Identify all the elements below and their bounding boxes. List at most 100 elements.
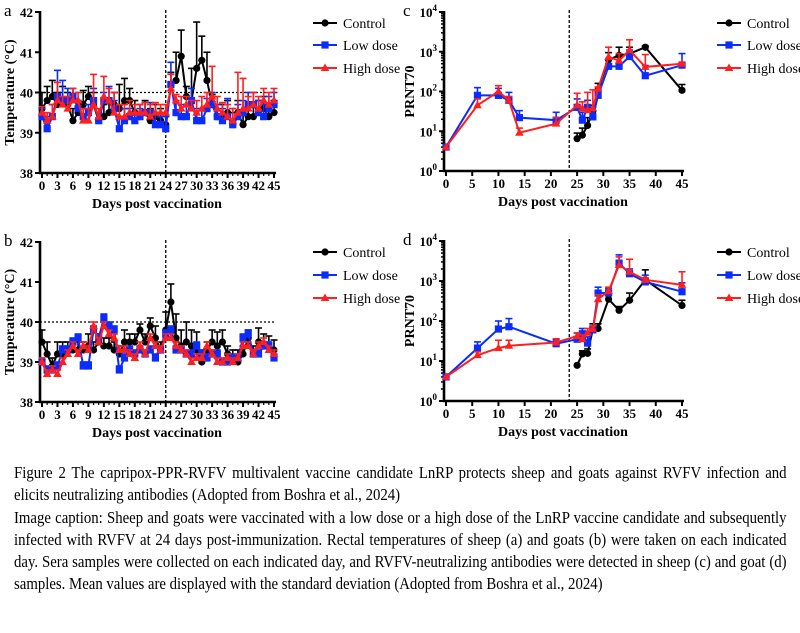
data-point	[615, 62, 623, 70]
data-point	[269, 349, 279, 357]
data-point	[109, 108, 119, 116]
data-point	[151, 354, 160, 362]
y-axis-label: Temperature (°C)	[3, 269, 18, 376]
data-point	[156, 121, 165, 129]
y-axis-label: Temperature (°C)	[3, 39, 18, 146]
x-axis-label: Days post vaccination	[92, 197, 222, 212]
data-point	[59, 346, 67, 354]
x-tick-label: 9	[85, 407, 92, 422]
data-point	[218, 338, 227, 346]
data-point	[239, 334, 247, 342]
x-tick-label: 40	[649, 406, 662, 421]
x-tick-label: 36	[221, 178, 235, 193]
data-point	[243, 104, 253, 112]
data-point	[213, 350, 221, 358]
data-point	[213, 342, 221, 350]
legend-label: Control	[343, 17, 386, 32]
data-point	[615, 306, 623, 314]
data-point	[136, 346, 144, 354]
legend-entry: Control	[717, 17, 790, 32]
data-point	[94, 112, 104, 120]
data-point	[120, 112, 129, 120]
data-point	[239, 121, 247, 129]
data-point	[166, 333, 176, 341]
x-tick-label: 10	[492, 176, 505, 191]
data-point	[198, 117, 206, 125]
data-point	[224, 358, 232, 366]
legend-entry: Low dose	[717, 269, 800, 284]
data-point	[259, 96, 268, 104]
data-point	[146, 322, 154, 330]
data-point	[249, 349, 258, 357]
x-tick-label: 33	[206, 407, 220, 422]
y-tick-label: 102	[420, 83, 438, 100]
data-point	[677, 59, 687, 67]
data-point	[223, 353, 232, 361]
legend-entry: Control	[313, 17, 386, 32]
legend-entry: Low dose	[313, 269, 398, 284]
figure-caption: Figure 2 The capripox-PPR-RVFV multivale…	[14, 462, 787, 596]
series-high-dose	[441, 38, 687, 151]
data-point	[120, 354, 129, 362]
x-tick-label: 0	[39, 178, 46, 193]
data-point	[53, 96, 62, 104]
data-point	[244, 330, 252, 338]
data-point	[584, 349, 592, 357]
data-point	[573, 135, 581, 143]
panel-letter: c	[403, 1, 411, 20]
legend-marker	[724, 293, 734, 301]
legend-marker	[320, 63, 330, 71]
data-point	[504, 341, 514, 349]
x-tick-label: 24	[159, 407, 173, 422]
x-tick-label: 36	[221, 407, 235, 422]
data-point	[223, 112, 232, 120]
data-point	[140, 108, 150, 116]
legend-label: High dose	[747, 62, 800, 77]
data-point	[588, 103, 598, 112]
data-point	[105, 322, 113, 330]
data-point	[494, 343, 503, 352]
data-point	[115, 366, 123, 374]
y-tick-label: 100	[420, 392, 438, 409]
legend-entry: High dose	[313, 62, 400, 77]
data-point	[171, 96, 181, 104]
legend-entry: Control	[313, 246, 386, 261]
data-point	[182, 349, 191, 357]
data-point	[578, 116, 586, 124]
data-point	[193, 117, 201, 125]
data-point	[260, 342, 268, 350]
data-point	[203, 354, 211, 362]
x-tick-label: 30	[190, 407, 203, 422]
data-point	[68, 341, 78, 349]
legend-label: Low dose	[747, 269, 800, 284]
data-point	[197, 104, 207, 112]
x-tick-label: 35	[623, 176, 637, 191]
data-point	[594, 289, 602, 297]
data-point	[593, 84, 603, 92]
data-point	[269, 96, 279, 104]
data-point	[640, 62, 650, 70]
legend-marker	[725, 271, 733, 279]
y-tick-label: 104	[420, 232, 438, 249]
data-point	[74, 334, 82, 342]
legend-entry: Low dose	[717, 39, 800, 54]
data-point	[572, 100, 582, 109]
data-point	[573, 335, 581, 343]
data-point	[37, 108, 47, 116]
caption-body: Image caption: Sheep and goats were vacc…	[14, 507, 787, 594]
y-tick-label: 39	[20, 126, 34, 141]
series-high-dose	[37, 65, 279, 124]
data-point	[578, 330, 586, 338]
data-point	[254, 109, 263, 117]
data-point	[95, 117, 103, 125]
data-point	[109, 333, 119, 341]
y-tick-label: 42	[20, 5, 33, 20]
data-point	[264, 345, 274, 353]
data-point	[239, 109, 247, 117]
x-tick-label: 33	[206, 178, 220, 193]
data-point	[578, 334, 587, 343]
panel-letter: b	[4, 231, 13, 250]
data-point	[166, 83, 176, 92]
x-tick-label: 45	[676, 406, 690, 421]
